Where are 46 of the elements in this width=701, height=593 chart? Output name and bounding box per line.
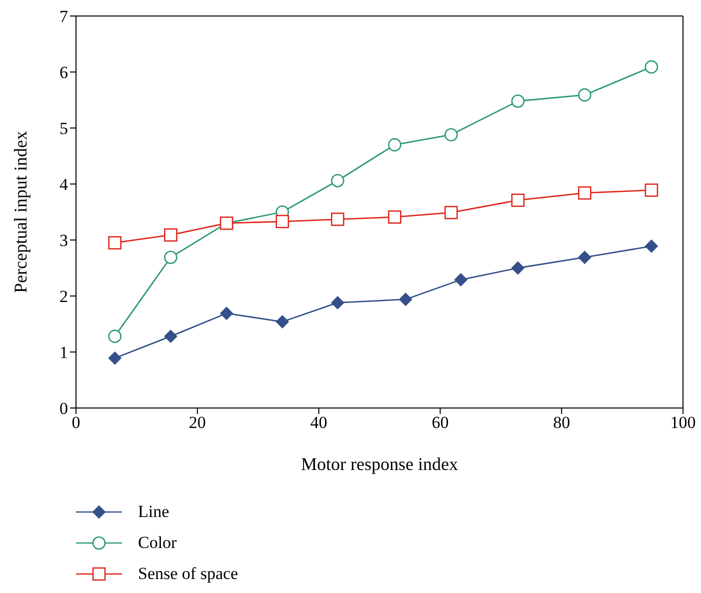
point [511, 262, 524, 274]
point [578, 88, 592, 102]
point [330, 212, 344, 226]
point [644, 184, 658, 197]
y-tick-label: 7 [60, 7, 68, 26]
point [511, 194, 525, 207]
y-tick-label: 0 [60, 399, 68, 418]
x-tick-label: 40 [310, 413, 328, 432]
point [331, 296, 344, 310]
y-tick-label: 6 [60, 63, 68, 82]
point [444, 206, 458, 220]
legend-label: Sense of space [138, 564, 238, 584]
point [108, 236, 122, 250]
x-tick-label: 0 [72, 413, 80, 432]
point [511, 94, 525, 108]
point [330, 174, 344, 188]
point [164, 228, 178, 242]
point [276, 214, 290, 228]
point [388, 210, 402, 224]
point [644, 60, 658, 74]
point [578, 186, 592, 200]
legend-label: Line [138, 502, 170, 522]
point [220, 306, 234, 320]
y-tick-label: 1 [60, 343, 68, 362]
x-axis-title: Motor response index [301, 454, 458, 474]
point [388, 138, 402, 152]
point [644, 240, 658, 253]
y-tick-label: 3 [60, 231, 68, 250]
y-tick-label: 2 [60, 287, 68, 306]
point [399, 292, 412, 306]
point [108, 352, 122, 365]
point [454, 273, 468, 286]
x-tick-label: 20 [188, 413, 206, 432]
point [276, 315, 289, 328]
x-tick-label: 100 [670, 413, 696, 432]
y-tick-label: 5 [60, 119, 68, 138]
point [164, 250, 178, 264]
x-tick-label: 60 [432, 413, 449, 432]
legend-label: Color [138, 532, 177, 552]
point [164, 330, 178, 343]
x-tick-label: 80 [553, 413, 570, 432]
point [444, 128, 458, 142]
point [108, 330, 122, 343]
y-axis-title: Perceptual input index [10, 131, 30, 293]
y-tick-label: 4 [60, 175, 68, 194]
point [578, 250, 592, 264]
